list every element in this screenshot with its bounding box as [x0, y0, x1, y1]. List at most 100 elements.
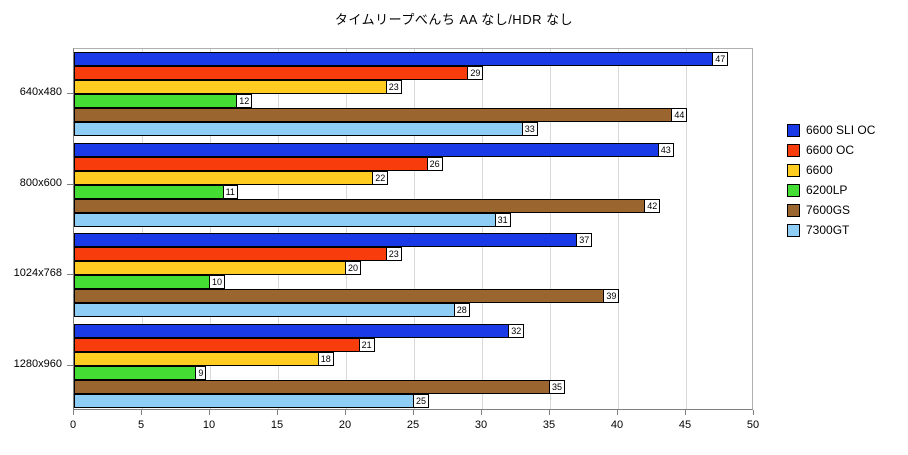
bar-value-label: 42 [645, 198, 661, 213]
legend-item-6200lp[interactable]: 6200LP [787, 180, 905, 200]
bar-value-label: 20 [346, 261, 362, 276]
legend-item-6600[interactable]: 6600 [787, 160, 905, 180]
legend-swatch-icon [787, 204, 800, 217]
bar-6600-oc[interactable] [74, 337, 360, 352]
x-tick-mark-20 [345, 410, 346, 415]
bar-row: 23 [74, 247, 754, 262]
legend-label: 6200LP [806, 183, 848, 197]
y-category-label-1024x768: 1024x768 [13, 267, 62, 279]
x-tick-label-45: 45 [678, 419, 692, 431]
bar-value-label: 22 [373, 170, 389, 185]
plot-area: 47 29 23 12 44 33 43 26 22 11 42 31 37 23 20 10 39 28 32 21… [73, 48, 753, 410]
bar-7300gt[interactable] [74, 122, 523, 137]
bar-6600-sli-oc[interactable] [74, 323, 510, 338]
bar-6600[interactable] [74, 261, 346, 276]
bar-7600gs[interactable] [74, 198, 646, 213]
legend-label: 6600 SLI OC [806, 123, 876, 137]
bar-6600-oc[interactable] [74, 66, 469, 81]
legend-item-7600gs[interactable]: 7600GS [787, 200, 905, 220]
bar-7300gt[interactable] [74, 393, 414, 408]
legend-swatch-icon [787, 144, 800, 157]
x-tick-mark-40 [617, 410, 618, 415]
bar-value-label: 29 [468, 66, 484, 81]
legend-label: 7600GS [806, 203, 851, 217]
gridline-x-35 [550, 49, 551, 409]
bar-value-label: 31 [495, 212, 511, 227]
bar-6200lp[interactable] [74, 275, 210, 290]
x-tick-mark-35 [549, 410, 550, 415]
bar-value-label: 9 [196, 365, 207, 380]
legend-swatch-icon [787, 124, 800, 137]
bar-value-label: 35 [550, 379, 566, 394]
legend-item-6600-oc[interactable]: 6600 OC [787, 140, 905, 160]
bar-value-label: 39 [604, 289, 620, 304]
bar-value-label: 33 [522, 122, 538, 137]
legend-item-6600-sli-oc[interactable]: 6600 SLI OC [787, 120, 905, 140]
bar-value-label: 11 [223, 184, 238, 199]
legend-swatch-icon [787, 184, 800, 197]
bar-row: 44 [74, 108, 754, 123]
bar-7300gt[interactable] [74, 212, 496, 227]
x-tick-label-35: 35 [542, 419, 556, 431]
bar-value-label: 23 [386, 247, 402, 262]
bar-value-label: 37 [577, 233, 593, 248]
x-tick-mark-30 [481, 410, 482, 415]
bar-row: 33 [74, 122, 754, 137]
bar-group-1280x960: 32 21 18 9 35 25 [74, 321, 752, 412]
bar-6600-oc[interactable] [74, 247, 387, 262]
bar-value-label: 32 [509, 323, 525, 338]
y-tick-mark-640x480 [67, 93, 73, 94]
bar-group-800x600: 43 26 22 11 42 31 [74, 140, 752, 231]
bar-6600[interactable] [74, 80, 387, 95]
bar-group-640x480: 47 29 23 12 44 33 [74, 49, 752, 140]
gridline-x-15 [278, 49, 279, 409]
x-tick-mark-45 [685, 410, 686, 415]
bar-6200lp[interactable] [74, 94, 238, 109]
x-tick-mark-10 [209, 410, 210, 415]
bar-6600-oc[interactable] [74, 156, 428, 171]
bar-6600[interactable] [74, 351, 319, 366]
bar-row: 43 [74, 142, 754, 157]
x-tick-label-10: 10 [202, 419, 216, 431]
chart-legend: 6600 SLI OC 6600 OC 6600 6200LP 7600GS 7300GT [787, 120, 905, 240]
bar-row: 25 [74, 393, 754, 408]
bar-value-label: 23 [386, 80, 402, 95]
bar-row: 11 [74, 184, 754, 199]
bar-group-1024x768: 37 23 20 10 39 28 [74, 230, 752, 321]
legend-swatch-icon [787, 164, 800, 177]
bar-6600-sli-oc[interactable] [74, 52, 714, 67]
y-category-label-640x480: 640x480 [19, 86, 62, 98]
y-category-label-800x600: 800x600 [19, 177, 62, 189]
x-tick-label-5: 5 [137, 419, 145, 431]
legend-label: 6600 OC [806, 143, 855, 157]
gridline-x-5 [142, 49, 143, 409]
bar-6200lp[interactable] [74, 365, 197, 380]
gridline-x-40 [618, 49, 619, 409]
bar-row: 22 [74, 170, 754, 185]
y-tick-mark-800x600 [67, 184, 73, 185]
bar-7600gs[interactable] [74, 108, 673, 123]
bar-6200lp[interactable] [74, 184, 224, 199]
bar-row: 29 [74, 66, 754, 81]
gridline-x-10 [210, 49, 211, 409]
x-tick-label-0: 0 [69, 419, 77, 431]
gridline-x-30 [482, 49, 483, 409]
bar-row: 26 [74, 156, 754, 171]
gridline-x-45 [686, 49, 687, 409]
legend-label: 6600 [806, 163, 833, 177]
bar-7300gt[interactable] [74, 303, 455, 318]
bar-row: 9 [74, 365, 754, 380]
bar-row: 20 [74, 261, 754, 276]
bar-value-label: 21 [359, 337, 375, 352]
bar-6600[interactable] [74, 170, 374, 185]
x-tick-label-15: 15 [270, 419, 284, 431]
bar-row: 23 [74, 80, 754, 95]
legend-item-7300gt[interactable]: 7300GT [787, 220, 905, 240]
bar-row: 47 [74, 52, 754, 67]
bar-6600-sli-oc[interactable] [74, 142, 659, 157]
bar-7600gs[interactable] [74, 379, 550, 394]
x-tick-mark-0 [73, 410, 74, 415]
bar-7600gs[interactable] [74, 289, 605, 304]
bar-6600-sli-oc[interactable] [74, 233, 578, 248]
